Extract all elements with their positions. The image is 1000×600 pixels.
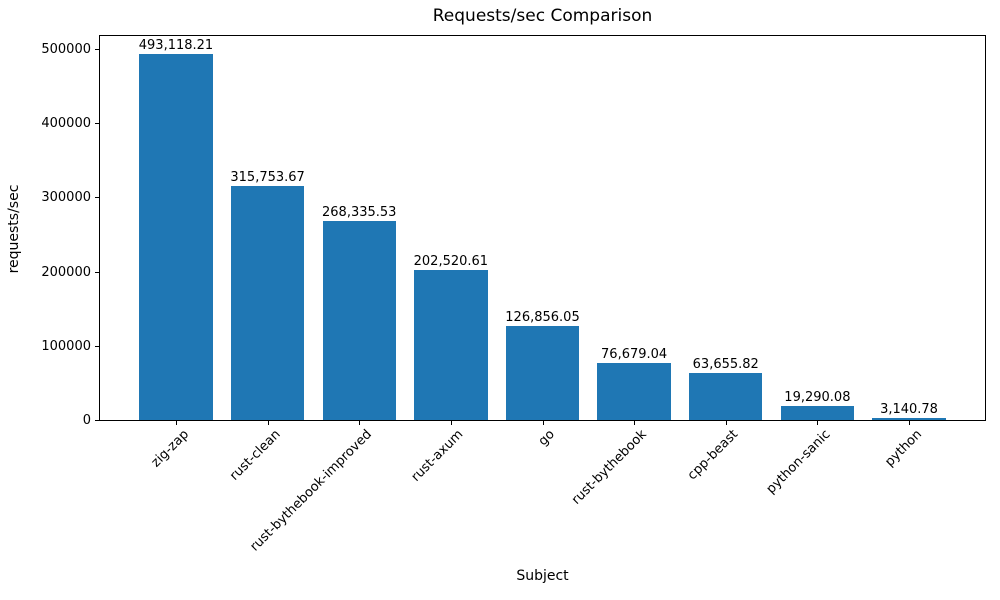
y-tick bbox=[95, 271, 99, 273]
bar-value-label: 19,290.08 bbox=[784, 389, 851, 405]
bar-value-label: 268,335.53 bbox=[322, 204, 397, 220]
y-tick bbox=[95, 420, 99, 421]
x-tick-label: rust-axum bbox=[408, 427, 467, 485]
x-tick bbox=[267, 421, 269, 425]
x-tick-label: rust-bythebook bbox=[569, 427, 650, 508]
bar bbox=[322, 220, 396, 420]
bar bbox=[505, 325, 580, 420]
y-tick-label: 400000 bbox=[41, 116, 91, 132]
x-tick bbox=[542, 421, 544, 425]
x-tick-label: zig-zap bbox=[148, 427, 192, 471]
bar-value-label: 315,753.67 bbox=[230, 169, 305, 185]
bar bbox=[780, 405, 855, 420]
x-tick bbox=[817, 421, 819, 425]
bar bbox=[139, 53, 213, 420]
x-tick-label: go bbox=[536, 427, 559, 450]
x-axis-label: Subject bbox=[516, 568, 569, 584]
y-tick-label: 100000 bbox=[41, 338, 91, 354]
bar-value-label: 126,856.05 bbox=[505, 309, 580, 325]
bar-value-label: 63,655.82 bbox=[692, 356, 759, 372]
x-tick-label: rust-clean bbox=[226, 427, 284, 484]
bar-value-label: 76,679.04 bbox=[601, 347, 668, 363]
bar-value-label: 3,140.78 bbox=[880, 401, 938, 417]
x-tick bbox=[634, 421, 636, 425]
x-tick bbox=[359, 421, 361, 425]
y-tick-label: 300000 bbox=[41, 190, 91, 206]
x-tick-label: python bbox=[881, 427, 925, 470]
x-tick bbox=[175, 421, 177, 425]
x-tick-label: python-sanic bbox=[763, 427, 834, 497]
chart-title: Requests/sec Comparison bbox=[432, 6, 653, 26]
y-tick bbox=[95, 345, 99, 347]
bar-value-label: 202,520.61 bbox=[413, 253, 489, 269]
y-tick-label: 0 bbox=[82, 413, 91, 428]
y-tick-label: 200000 bbox=[41, 264, 91, 280]
bar bbox=[597, 363, 671, 420]
y-tick bbox=[95, 48, 99, 50]
bar bbox=[414, 269, 488, 420]
x-tick bbox=[450, 421, 452, 425]
bar bbox=[872, 417, 946, 420]
plot-area bbox=[99, 35, 986, 421]
x-tick-label: cpp-beast bbox=[685, 427, 742, 484]
y-axis-label: requests/sec bbox=[6, 184, 22, 274]
bar bbox=[689, 372, 763, 420]
bar-value-label: 493,118.21 bbox=[138, 37, 214, 53]
bar bbox=[230, 185, 305, 420]
y-tick bbox=[95, 123, 99, 125]
y-tick bbox=[95, 197, 99, 199]
x-tick bbox=[909, 421, 911, 425]
x-tick bbox=[725, 421, 727, 425]
y-tick-label: 500000 bbox=[41, 41, 91, 57]
